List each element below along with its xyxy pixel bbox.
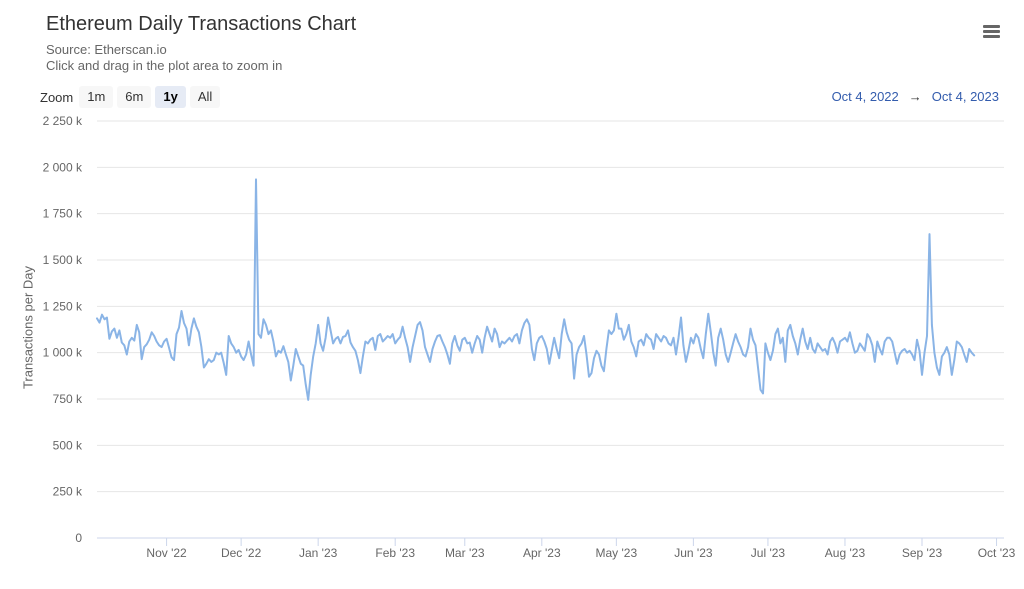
grid-lines [97,120,1004,539]
y-tick-label: 2 000 k [43,160,83,174]
range-from-date[interactable]: Oct 4, 2022 [831,89,899,104]
x-tick-label: Feb '23 [375,546,415,560]
x-tick-label: Jun '23 [674,546,713,560]
x-tick-label: Jan '23 [299,546,338,560]
zoom-all-button[interactable]: All [189,86,221,108]
x-tick-label: May '23 [596,546,638,560]
y-tick-label: 1 500 k [43,253,83,267]
x-tick-label: Mar '23 [445,546,485,560]
y-axis-ticks: 0 250 k 500 k 750 k 1 000 k 1 250 k 1 500 k 1 7… [43,114,83,545]
range-arrow-icon: → [908,89,922,104]
chart-subtitle: Source: Etherscan.io Click and drag in t… [46,42,282,74]
series-layer [96,178,976,401]
x-tick-label: Apr '23 [523,546,561,560]
y-tick-label: 0 [75,531,82,545]
x-tick-label: Dec '22 [221,546,262,560]
x-tick-label: Oct '23 [978,546,1016,560]
zoom-selector: Zoom 1m 6m 1y All [40,86,224,108]
chart-title: Ethereum Daily Transactions Chart [46,13,357,35]
x-tick-label: Jul '23 [751,546,786,560]
y-tick-label: 250 k [53,485,83,499]
source-text: Source: Etherscan.io [46,42,167,57]
zoom-label: Zoom [40,89,74,105]
y-tick-label: 1 250 k [43,299,83,313]
zoom-6m-button[interactable]: 6m [117,86,152,108]
range-to-date[interactable]: Oct 4, 2023 [931,89,999,104]
y-tick-label: 750 k [53,392,83,406]
zoom-1m-button[interactable]: 1m [79,86,114,108]
zoom-hint-text: Click and drag in the plot area to zoom … [46,58,283,73]
y-tick-label: 1 000 k [43,346,83,360]
x-axis-ticks: Nov '22 Dec '22 Jan '23 Feb '23 Mar '23 Apr '… [146,538,1016,560]
y-tick-label: 500 k [53,438,83,452]
hamburger-menu-icon[interactable] [980,20,1004,42]
y-tick-label: 2 250 k [43,114,83,128]
y-tick-label: 1 750 k [43,207,83,221]
date-range: Oct 4, 2022 → Oct 4, 2023 [832,89,999,104]
series-line-daily-transactions [96,178,976,401]
x-tick-label: Nov '22 [146,546,187,560]
x-tick-label: Sep '23 [902,546,943,560]
zoom-1y-button[interactable]: 1y [155,86,186,108]
x-tick-label: Aug '23 [825,546,866,560]
